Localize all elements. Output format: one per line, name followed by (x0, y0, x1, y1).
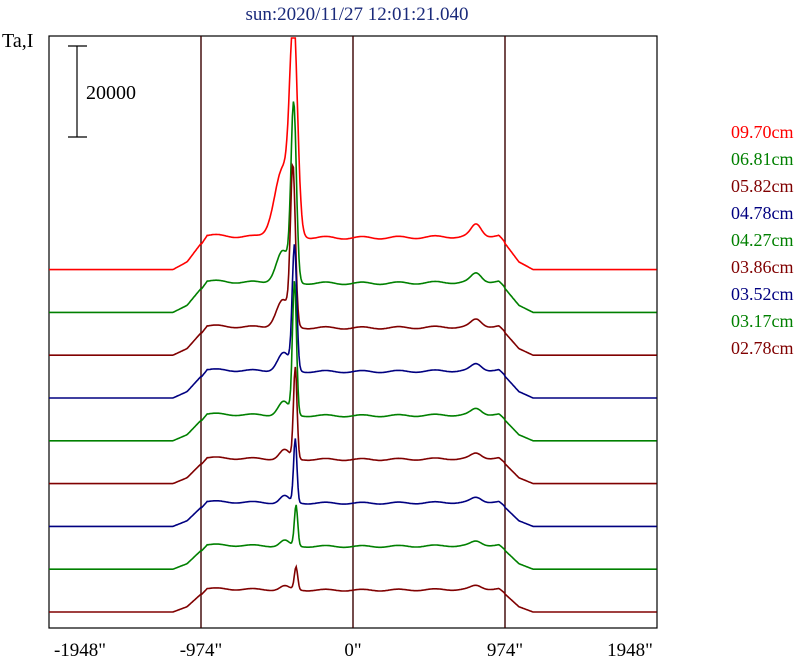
legend-item: 04.78cm (731, 203, 794, 223)
series-line-02.78cm (49, 564, 657, 613)
series-line-06.81cm (49, 101, 657, 314)
x-tick-label: -974" (180, 640, 223, 661)
legend-item: 03.17cm (731, 311, 794, 331)
legend: 09.70cm 06.81cm 05.82cm 04.78cm 04.27cm 03.86… (731, 119, 794, 362)
series-line-04.27cm (49, 281, 657, 442)
legend-item: 03.86cm (731, 257, 794, 277)
series-line-03.86cm (49, 366, 657, 485)
x-tick-label: 974" (487, 640, 523, 661)
series-lines (49, 37, 657, 613)
legend-item: 02.78cm (731, 338, 794, 358)
x-tick-label: 1948" (607, 640, 653, 661)
series-line-09.70cm (49, 37, 657, 271)
scale-bar-label: 20000 (86, 82, 136, 104)
legend-item: 06.81cm (731, 149, 794, 169)
series-line-05.82cm (49, 162, 657, 357)
series-line-03.17cm (49, 504, 657, 571)
legend-item: 04.27cm (731, 230, 794, 250)
y-axis-label: Ta,I (2, 30, 33, 52)
x-tick-label: -1948" (54, 640, 106, 661)
series-line-04.78cm (49, 244, 657, 399)
legend-item: 09.70cm (731, 122, 794, 142)
chart-title: sun:2020/11/27 12:01:21.040 (245, 4, 468, 25)
legend-item: 05.82cm (731, 176, 794, 196)
legend-item: 03.52cm (731, 284, 794, 304)
scale-bar: 20000 (68, 45, 136, 138)
series-line-03.52cm (49, 438, 657, 528)
x-tick-label: 0" (344, 640, 361, 661)
x-tick-labels: -1948" -974" 0" 974" 1948" (54, 640, 653, 661)
vertical-reference-lines (200, 36, 506, 628)
